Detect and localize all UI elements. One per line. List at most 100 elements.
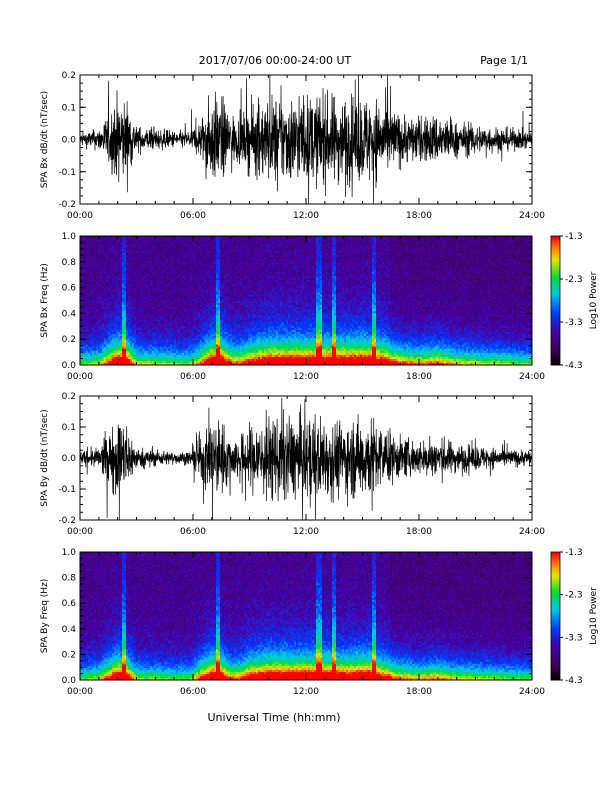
- spectrogram-cell: [178, 267, 181, 270]
- spectrogram-cell: [100, 306, 103, 310]
- spectrogram-cell: [114, 296, 117, 299]
- spectrogram-cell: [148, 329, 151, 333]
- spectrogram-cell: [106, 356, 109, 360]
- spectrogram-cell: [234, 254, 237, 258]
- spectrogram-cell: [140, 358, 143, 362]
- spectrogram-cell: [106, 333, 109, 337]
- spectrogram-cell: [232, 281, 235, 285]
- spectrogram-cell: [110, 242, 113, 245]
- spectrogram-cell: [204, 344, 207, 347]
- spectrogram-cell: [102, 285, 105, 289]
- spectrogram-cell: [84, 244, 87, 247]
- spectrogram-cell: [138, 283, 141, 287]
- spectrogram-cell: [186, 281, 189, 285]
- spectrogram-cell: [168, 312, 171, 316]
- spectrogram-cell: [212, 271, 215, 274]
- spectrogram-cell: [230, 265, 233, 268]
- spectrogram-cell: [164, 310, 167, 314]
- spectrogram-cell: [94, 252, 97, 256]
- spectrogram-cell: [80, 281, 83, 285]
- spectrogram-cell: [112, 310, 115, 314]
- spectrogram-cell: [150, 256, 153, 260]
- spectrogram-cell: [100, 265, 103, 268]
- spectrogram-cell: [112, 342, 115, 345]
- spectrogram-cell: [188, 356, 191, 360]
- spectrogram-cell: [206, 271, 209, 274]
- spectrogram-cell: [170, 281, 173, 285]
- spectrogram-cell: [178, 350, 181, 353]
- spectrogram-cell: [100, 296, 103, 299]
- spectrogram-cell: [80, 352, 83, 355]
- spectrogram-cell: [122, 238, 125, 241]
- spectrogram-cell: [214, 250, 217, 253]
- spectrogram-cell: [152, 277, 155, 280]
- spectrogram-cell: [204, 236, 207, 239]
- spectrogram-cell: [202, 269, 205, 272]
- spectrogram-cell: [176, 238, 179, 241]
- spectrogram-cell: [120, 258, 123, 262]
- spectrogram-cell: [220, 294, 223, 297]
- spectrogram-cell: [142, 350, 145, 353]
- spectrogram-cell: [90, 306, 93, 310]
- spectrogram-cell: [170, 323, 173, 326]
- spectrogram-cell: [216, 265, 219, 268]
- spectrogram-cell: [104, 315, 107, 318]
- spectrogram-cell: [134, 317, 137, 320]
- spectrogram-cell: [100, 292, 103, 295]
- spectrogram-cell: [216, 248, 219, 251]
- spectrogram-cell: [180, 304, 183, 308]
- spectrogram-cell: [98, 238, 101, 241]
- spectrogram-cell: [80, 244, 83, 247]
- spectrogram-cell: [136, 273, 139, 276]
- spectrogram-cell: [234, 323, 237, 326]
- spectrogram-cell: [90, 321, 93, 324]
- spectrogram-cell: [188, 292, 191, 295]
- spectrogram-cell: [182, 319, 185, 322]
- spectrogram-cell: [154, 348, 157, 351]
- spectrogram-cell: [188, 335, 191, 339]
- spectrogram-cell: [132, 256, 135, 260]
- spectrogram-cell: [232, 304, 235, 308]
- spectrogram-cell: [228, 325, 231, 328]
- spectrogram-cell: [134, 240, 137, 243]
- spectrogram-cell: [112, 283, 115, 287]
- spectrogram-cell: [198, 331, 201, 335]
- spectrogram-cell: [168, 250, 171, 253]
- spectrogram-cell: [220, 321, 223, 324]
- spectrogram-cell: [146, 335, 149, 339]
- spectrogram-cell: [210, 333, 213, 337]
- spectrogram-cell: [86, 281, 89, 285]
- spectrogram-cell: [162, 277, 165, 280]
- spectrogram-cell: [150, 285, 153, 289]
- spectrogram-cell: [116, 358, 119, 362]
- spectrogram-cell: [232, 242, 235, 245]
- spectrogram-cell: [158, 271, 161, 274]
- spectrogram-cell: [142, 260, 145, 264]
- spectrogram-cell: [218, 300, 221, 303]
- spectrogram-cell: [80, 315, 83, 318]
- spectrogram-cell: [136, 360, 139, 364]
- spectrogram-cell: [180, 333, 183, 337]
- spectrogram-cell: [214, 273, 217, 276]
- spectrogram-cell: [182, 288, 185, 291]
- spectrogram-cell: [164, 269, 167, 272]
- spectrogram-cell: [144, 281, 147, 285]
- spectrogram-cell: [116, 325, 119, 328]
- spectrogram-cell: [208, 246, 211, 249]
- spectrogram-cell: [160, 342, 163, 345]
- spectrogram-cell: [160, 267, 163, 270]
- spectrogram-cell: [164, 315, 167, 318]
- spectrogram-cell: [124, 263, 127, 266]
- spectrogram-cell: [172, 319, 175, 322]
- spectrogram-cell: [100, 358, 103, 362]
- spectrogram-cell: [84, 335, 87, 339]
- spectrogram-cell: [142, 238, 145, 241]
- spectrogram-cell: [172, 333, 175, 337]
- spectrogram-cell: [172, 302, 175, 305]
- spectrogram-cell: [124, 248, 127, 251]
- spectrogram-cell: [156, 304, 159, 308]
- spectrogram-cell: [118, 246, 121, 249]
- spectrogram-cell: [212, 348, 215, 351]
- spectrogram-cell: [206, 335, 209, 339]
- spectrogram-cell: [212, 329, 215, 333]
